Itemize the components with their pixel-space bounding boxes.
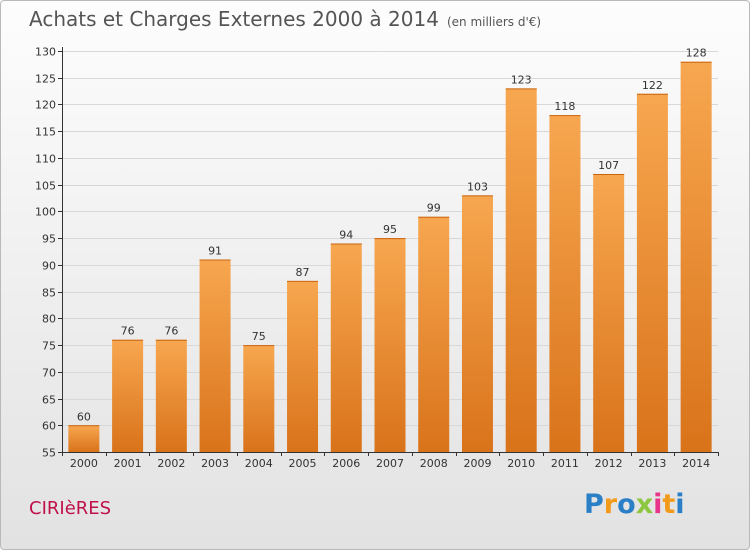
logo-letter: i xyxy=(675,489,685,520)
axes: 55 60 65 70 75 80 85 90 95 100 105 110 115 120 125 130 2… xyxy=(35,46,719,470)
bar-value-label: 76 xyxy=(164,325,178,338)
x-tick-label: 2007 xyxy=(376,457,404,470)
x-tick-label: 2006 xyxy=(332,457,360,470)
bar xyxy=(68,425,100,452)
data-labels: 60 76 76 91 75 87 94 95 99 103 123 118 107 122 128 xyxy=(77,47,707,424)
bar xyxy=(636,93,668,453)
y-tick-label: 65 xyxy=(42,394,56,407)
y-tick-label: 60 xyxy=(42,420,56,433)
y-tick-label: 120 xyxy=(35,99,56,112)
bar-value-label: 95 xyxy=(383,223,397,236)
bar xyxy=(505,88,537,452)
logo-letter: t xyxy=(662,489,676,520)
x-tick-label: 2002 xyxy=(157,457,185,470)
logo-letter: P xyxy=(584,489,604,520)
chart-subtitle: (en milliers d'€) xyxy=(446,15,542,29)
chart-title-text: Achats et Charges Externes 2000 à 2014 xyxy=(29,7,439,31)
y-tick-label: 80 xyxy=(42,313,56,326)
bar-value-label: 123 xyxy=(511,73,532,86)
y-tick-label: 55 xyxy=(42,447,56,460)
bar xyxy=(374,238,406,452)
x-tick-label: 2008 xyxy=(420,457,448,470)
logo-letter: o xyxy=(617,489,636,520)
bar xyxy=(287,280,319,452)
x-tick-label: 2012 xyxy=(595,457,623,470)
y-tick-label: 90 xyxy=(42,260,56,273)
x-tick-label: 2009 xyxy=(463,457,491,470)
chart-title: Achats et Charges Externes 2000 à 2014 (e… xyxy=(29,7,541,31)
bar-value-label: 128 xyxy=(686,47,707,60)
bar xyxy=(680,61,712,453)
logo-letter: x xyxy=(635,489,654,520)
x-tick-label: 2001 xyxy=(114,457,142,470)
bar-value-label: 107 xyxy=(598,159,619,172)
bar-value-label: 76 xyxy=(121,325,135,338)
y-tick-label: 125 xyxy=(35,73,56,86)
bar xyxy=(461,195,493,453)
y-tick-label: 115 xyxy=(35,126,56,139)
bar xyxy=(155,339,187,452)
x-tick-label: 2004 xyxy=(245,457,273,470)
bar-value-label: 60 xyxy=(77,410,91,423)
bar-value-label: 91 xyxy=(208,245,222,258)
y-tick-label: 85 xyxy=(42,287,56,300)
x-tick-label: 2010 xyxy=(507,457,535,470)
y-tick-label: 75 xyxy=(42,340,56,353)
bar xyxy=(112,339,144,452)
y-tick-label: 110 xyxy=(35,153,56,166)
x-tick-label: 2014 xyxy=(682,457,710,470)
logo-letter: i xyxy=(653,489,663,520)
x-tick-label: 2000 xyxy=(70,457,98,470)
bar-value-label: 94 xyxy=(339,228,353,241)
bar-value-label: 75 xyxy=(252,330,266,343)
bar-value-label: 103 xyxy=(467,180,488,193)
bar-value-label: 87 xyxy=(296,266,310,279)
y-tick-label: 130 xyxy=(35,46,56,59)
bar xyxy=(418,216,450,452)
y-tick-label: 70 xyxy=(42,367,56,380)
bar-value-label: 99 xyxy=(427,202,441,215)
bar xyxy=(330,243,362,452)
proxiti-logo: Proxiti xyxy=(584,489,685,520)
x-tick-label: 2011 xyxy=(551,457,579,470)
logo-letter: r xyxy=(603,489,618,520)
bar xyxy=(549,115,581,452)
commune-name: CIRIèRES xyxy=(29,498,112,519)
y-tick-label: 105 xyxy=(35,180,56,193)
y-tick-label: 95 xyxy=(42,233,56,246)
y-tick-label: 100 xyxy=(35,206,56,219)
bar-value-label: 122 xyxy=(642,79,663,92)
bar xyxy=(593,173,625,452)
bar xyxy=(243,345,275,452)
x-tick-label: 2005 xyxy=(289,457,317,470)
bar-value-label: 118 xyxy=(554,100,575,113)
x-tick-label: 2003 xyxy=(201,457,229,470)
bar xyxy=(199,259,231,452)
x-tick-label: 2013 xyxy=(638,457,666,470)
bars xyxy=(68,61,712,453)
